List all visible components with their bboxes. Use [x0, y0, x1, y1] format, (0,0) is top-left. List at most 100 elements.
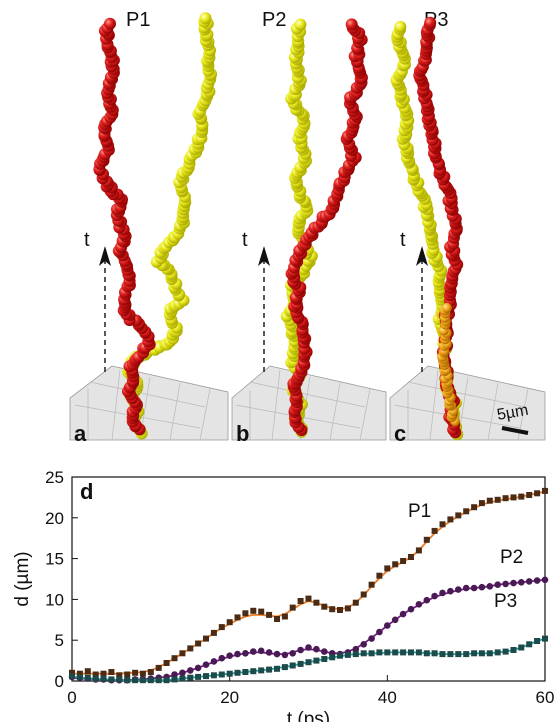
data-point-p2 [352, 645, 360, 653]
data-point-p3 [526, 641, 533, 648]
data-point-p3 [352, 651, 359, 658]
data-point-p3 [447, 651, 454, 658]
data-point-p3 [226, 670, 233, 677]
yellow-bead [294, 18, 307, 31]
data-point-p3 [439, 651, 446, 658]
data-point-p1 [281, 613, 288, 620]
data-point-p2 [518, 579, 525, 586]
floor-panel-a [69, 365, 229, 441]
data-point-p1 [486, 497, 493, 504]
x-tick-label: 40 [378, 688, 397, 707]
data-point-p1 [124, 671, 131, 678]
data-point-p1 [502, 495, 509, 502]
data-point-p3 [400, 649, 407, 656]
data-point-p3 [210, 672, 217, 679]
data-point-p3 [471, 650, 478, 657]
red-bead [104, 17, 116, 30]
data-point-p3 [360, 650, 367, 657]
data-point-p3 [518, 644, 525, 651]
orange-bead [441, 302, 452, 313]
yellow-bead [394, 20, 407, 33]
data-point-p2 [321, 648, 328, 655]
data-point-p1 [313, 599, 320, 606]
data-point-p3 [187, 674, 194, 681]
data-point-p3 [139, 677, 146, 684]
data-point-p3 [274, 665, 280, 672]
data-point-p2 [502, 580, 509, 588]
data-point-p3 [289, 662, 296, 669]
data-point-p1 [431, 527, 438, 534]
data-point-p1 [447, 516, 454, 523]
data-point-p3 [478, 650, 485, 657]
y-tick-label: 25 [45, 468, 64, 487]
panel-letter-d: d [80, 479, 93, 504]
data-point-p1 [518, 493, 525, 500]
time-arrow-a [99, 246, 111, 372]
data-point-p1 [234, 614, 241, 621]
data-point-p1 [147, 669, 154, 675]
data-point-p3 [242, 669, 249, 675]
data-point-p2 [305, 644, 312, 651]
data-point-p2 [289, 650, 297, 657]
data-point-p2 [360, 641, 368, 648]
data-point-p2 [470, 584, 478, 592]
data-point-p2 [407, 605, 415, 613]
data-point-p1 [218, 624, 225, 631]
data-point-p1 [463, 508, 470, 515]
data-point-p3 [76, 673, 83, 680]
x-tick-label: 20 [220, 688, 239, 707]
panel-letter-c: c [394, 421, 406, 446]
data-point-p1 [139, 670, 146, 677]
data-point-p2 [368, 635, 375, 642]
data-point-p3 [132, 677, 139, 684]
data-point-p1 [494, 496, 501, 503]
data-point-p2 [447, 587, 454, 595]
panel-letter-a: a [74, 421, 87, 446]
data-point-p2 [423, 596, 431, 604]
data-point-p1 [360, 591, 367, 598]
data-point-p1 [242, 610, 249, 617]
series-label-p3: P3 [494, 591, 517, 612]
data-point-p2 [462, 584, 470, 592]
data-point-p3 [218, 671, 225, 678]
data-point-p3 [329, 654, 336, 661]
yellow-bead [199, 12, 212, 25]
data-point-p2 [510, 579, 517, 587]
data-point-p3 [384, 649, 391, 656]
data-point-p2 [478, 583, 486, 591]
data-point-p1 [352, 599, 359, 606]
data-point-p2 [431, 592, 438, 600]
data-point-p2 [194, 664, 202, 672]
data-point-p3 [494, 649, 501, 656]
time-label-b: t [242, 229, 248, 251]
x-tick-label: 60 [536, 688, 555, 707]
data-point-p2 [494, 581, 502, 588]
data-point-p1 [76, 670, 83, 677]
data-point-p1 [100, 670, 107, 677]
particle-title-p1: P1 [126, 9, 150, 31]
data-point-p2 [171, 671, 178, 678]
data-point-p2 [234, 650, 241, 658]
panel-letter-b: b [236, 421, 249, 446]
data-point-p1 [376, 572, 383, 579]
scale-bar: 5µm [496, 402, 530, 435]
time-label-a: t [84, 229, 90, 251]
floor-panel-c [389, 365, 546, 441]
data-point-p1 [171, 655, 178, 662]
data-point-p3 [337, 652, 343, 659]
data-point-p1 [337, 607, 343, 613]
data-point-p1 [415, 547, 422, 554]
data-point-p1 [423, 536, 430, 543]
y-tick-label: 20 [45, 509, 64, 528]
distance-chart: 0 20 40 60 0 5 10 15 20 25 t (ps) d (µm) d P1 P2 P3 [12, 468, 555, 722]
data-point-p2 [313, 645, 320, 653]
data-point-p1 [250, 607, 257, 614]
time-arrow-b [258, 246, 270, 372]
data-point-p3 [486, 650, 493, 657]
data-point-p3 [250, 668, 257, 675]
data-point-p3 [463, 651, 470, 658]
data-point-p2 [179, 669, 186, 677]
data-point-p1 [542, 487, 548, 494]
red-bead [424, 16, 437, 29]
data-point-p2 [257, 647, 265, 655]
